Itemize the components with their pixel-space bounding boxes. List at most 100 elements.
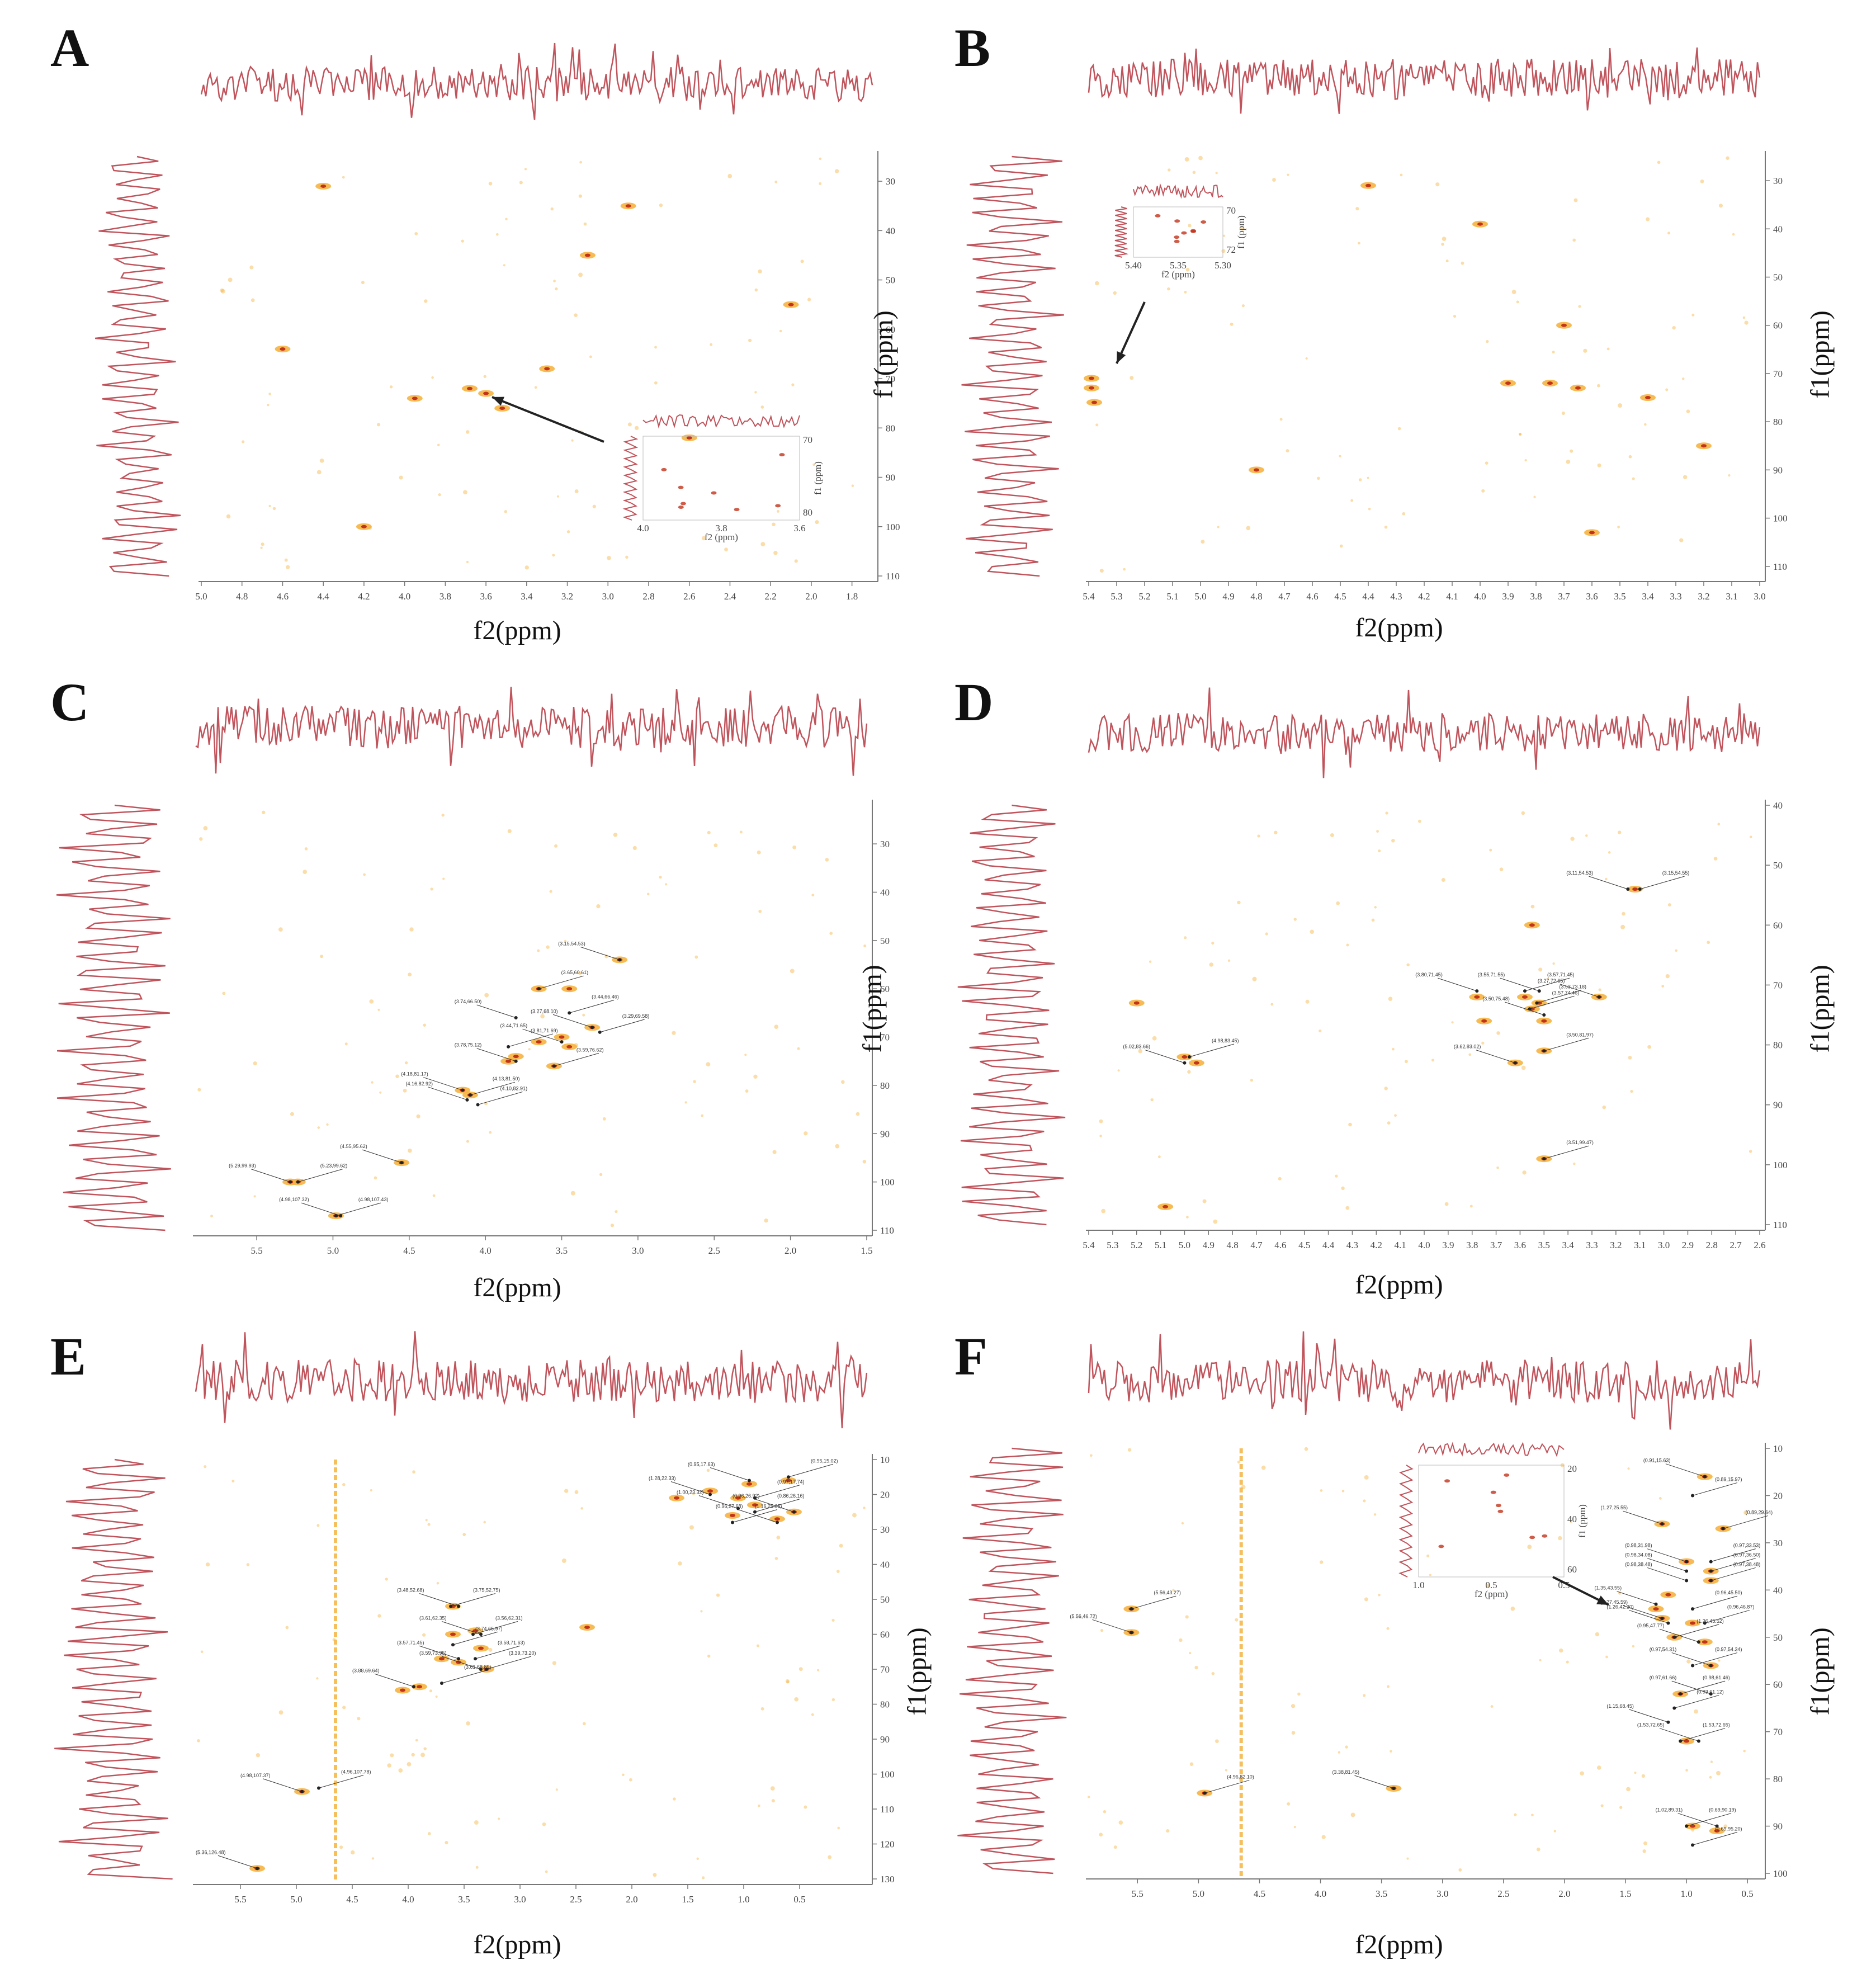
x-tick-label: 2.0 — [785, 1245, 796, 1256]
noise-speck — [363, 873, 366, 876]
y-tick-label: 30 — [886, 176, 895, 187]
cross-peak-core — [752, 1503, 758, 1507]
inset-pointer-arrowhead — [1596, 1595, 1609, 1605]
solvent-stripe-segment — [334, 1843, 337, 1848]
noise-speck — [706, 1468, 710, 1472]
cross-peak-core — [1589, 531, 1595, 535]
peak-annotation: (3.56,62.31) — [495, 1616, 523, 1621]
noise-speck — [672, 1031, 676, 1035]
cross-peak-core — [707, 1489, 713, 1493]
x-tick-label: 4.5 — [346, 1894, 358, 1905]
annotation-marker — [256, 1867, 259, 1871]
noise-speck — [1742, 316, 1746, 319]
noise-speck — [1235, 1618, 1239, 1622]
x-tick-label: 4.4 — [1362, 591, 1374, 602]
inset-x-axis-label: f2 (ppm) — [1475, 1589, 1508, 1599]
peak-annotation: (1.00,23.32) — [677, 1490, 704, 1495]
noise-speck — [1198, 155, 1203, 160]
noise-speck — [837, 1826, 840, 1830]
x-tick-label: 3.3 — [1586, 1240, 1598, 1250]
annotation-marker — [1392, 1787, 1396, 1790]
annotation-leader — [698, 1495, 739, 1509]
noise-speck — [1632, 477, 1635, 480]
noise-speck — [1320, 1489, 1323, 1492]
noise-speck — [779, 329, 782, 333]
noise-speck — [550, 207, 554, 211]
peak-annotation: (1.27,45.59) — [1600, 1599, 1628, 1605]
noise-speck — [841, 1080, 845, 1084]
annotation-marker — [451, 1643, 455, 1647]
inset-y-axis-label: f1 (ppm) — [1577, 1504, 1587, 1538]
peak-annotation: (0.97,36.50) — [1733, 1552, 1761, 1558]
y-tick-label: 110 — [1773, 561, 1787, 572]
noise-speck — [1194, 1665, 1198, 1670]
x-tick-label: 4.0 — [1315, 1888, 1326, 1899]
annotation-marker — [457, 1657, 460, 1661]
y-tick-label: 100 — [1773, 1160, 1788, 1170]
noise-speck — [1358, 242, 1360, 245]
noise-speck — [1694, 1709, 1698, 1714]
peak-annotation: (1.35,43.55) — [1595, 1585, 1622, 1591]
x-tick-label: 2.0 — [1558, 1888, 1570, 1899]
cross-peak-core — [544, 367, 550, 371]
noise-speck — [1489, 848, 1492, 852]
noise-speck — [1252, 976, 1257, 981]
noise-speck — [665, 883, 668, 886]
x-tick-label: 5.1 — [1166, 591, 1178, 602]
panel-label-a: A — [50, 18, 89, 78]
noise-speck — [1387, 1685, 1390, 1688]
y-tick-label: 80 — [880, 1080, 890, 1091]
x-tick-label: 2.0 — [626, 1894, 637, 1905]
noise-speck — [1600, 1804, 1604, 1807]
noise-speck — [1626, 1787, 1631, 1792]
noise-speck — [556, 495, 560, 498]
noise-speck — [773, 550, 778, 555]
noise-speck — [389, 385, 393, 389]
solvent-stripe-segment — [1239, 1519, 1243, 1524]
solvent-stripe-segment — [334, 1608, 337, 1613]
annotation-marker — [1691, 1843, 1694, 1847]
annotation-marker — [1691, 1494, 1694, 1498]
noise-speck — [834, 169, 839, 173]
annotation-marker — [598, 1030, 602, 1034]
annotation-leader — [1704, 1609, 1750, 1623]
x-tick-label: 4.4 — [1322, 1240, 1335, 1250]
noise-speck — [589, 355, 592, 358]
noise-speck — [1707, 941, 1710, 945]
noise-speck — [390, 1753, 394, 1758]
noise-speck — [1341, 1186, 1345, 1191]
annotation-leader — [478, 1091, 523, 1105]
peak-annotation: (0.89,29.64) — [1746, 1510, 1773, 1515]
noise-speck — [582, 1013, 585, 1017]
y-tick-label: 40 — [880, 1560, 890, 1570]
x-tick-label: 2.5 — [570, 1894, 582, 1905]
annotation-marker — [465, 1098, 469, 1102]
peak-annotation: (4.16,82.92) — [405, 1081, 433, 1087]
noise-speck — [1402, 512, 1406, 516]
solvent-stripe-segment — [1239, 1699, 1243, 1704]
annotation-leader — [486, 1656, 532, 1670]
noise-speck — [570, 1191, 575, 1196]
noise-speck — [316, 1677, 319, 1680]
noise-speck — [1348, 1122, 1352, 1127]
peak-annotation: (3.57,71.45) — [397, 1640, 424, 1645]
noise-speck — [815, 520, 819, 525]
annotation-leader — [1629, 1609, 1669, 1623]
cross-peak-core — [1091, 400, 1097, 404]
noise-speck — [1510, 1606, 1515, 1611]
annotation-leader — [1710, 1558, 1756, 1572]
y-tick-label: 70 — [1773, 369, 1783, 379]
annotation-leader — [419, 1593, 459, 1607]
annotation-marker — [1523, 989, 1527, 993]
noise-speck — [1278, 1177, 1282, 1180]
noise-speck — [602, 1117, 606, 1121]
solvent-stripe-segment — [1239, 1675, 1243, 1680]
noise-speck — [1539, 1659, 1542, 1661]
annotation-marker — [317, 1786, 320, 1790]
noise-speck — [1387, 1121, 1391, 1125]
x-tick-label: 5.5 — [251, 1245, 262, 1256]
peak-annotation: (4.98,107.32) — [279, 1197, 309, 1202]
annotation-leader — [1476, 1050, 1516, 1064]
annotation-leader — [470, 1082, 516, 1095]
inset-y-tick-label: 70 — [803, 435, 812, 445]
